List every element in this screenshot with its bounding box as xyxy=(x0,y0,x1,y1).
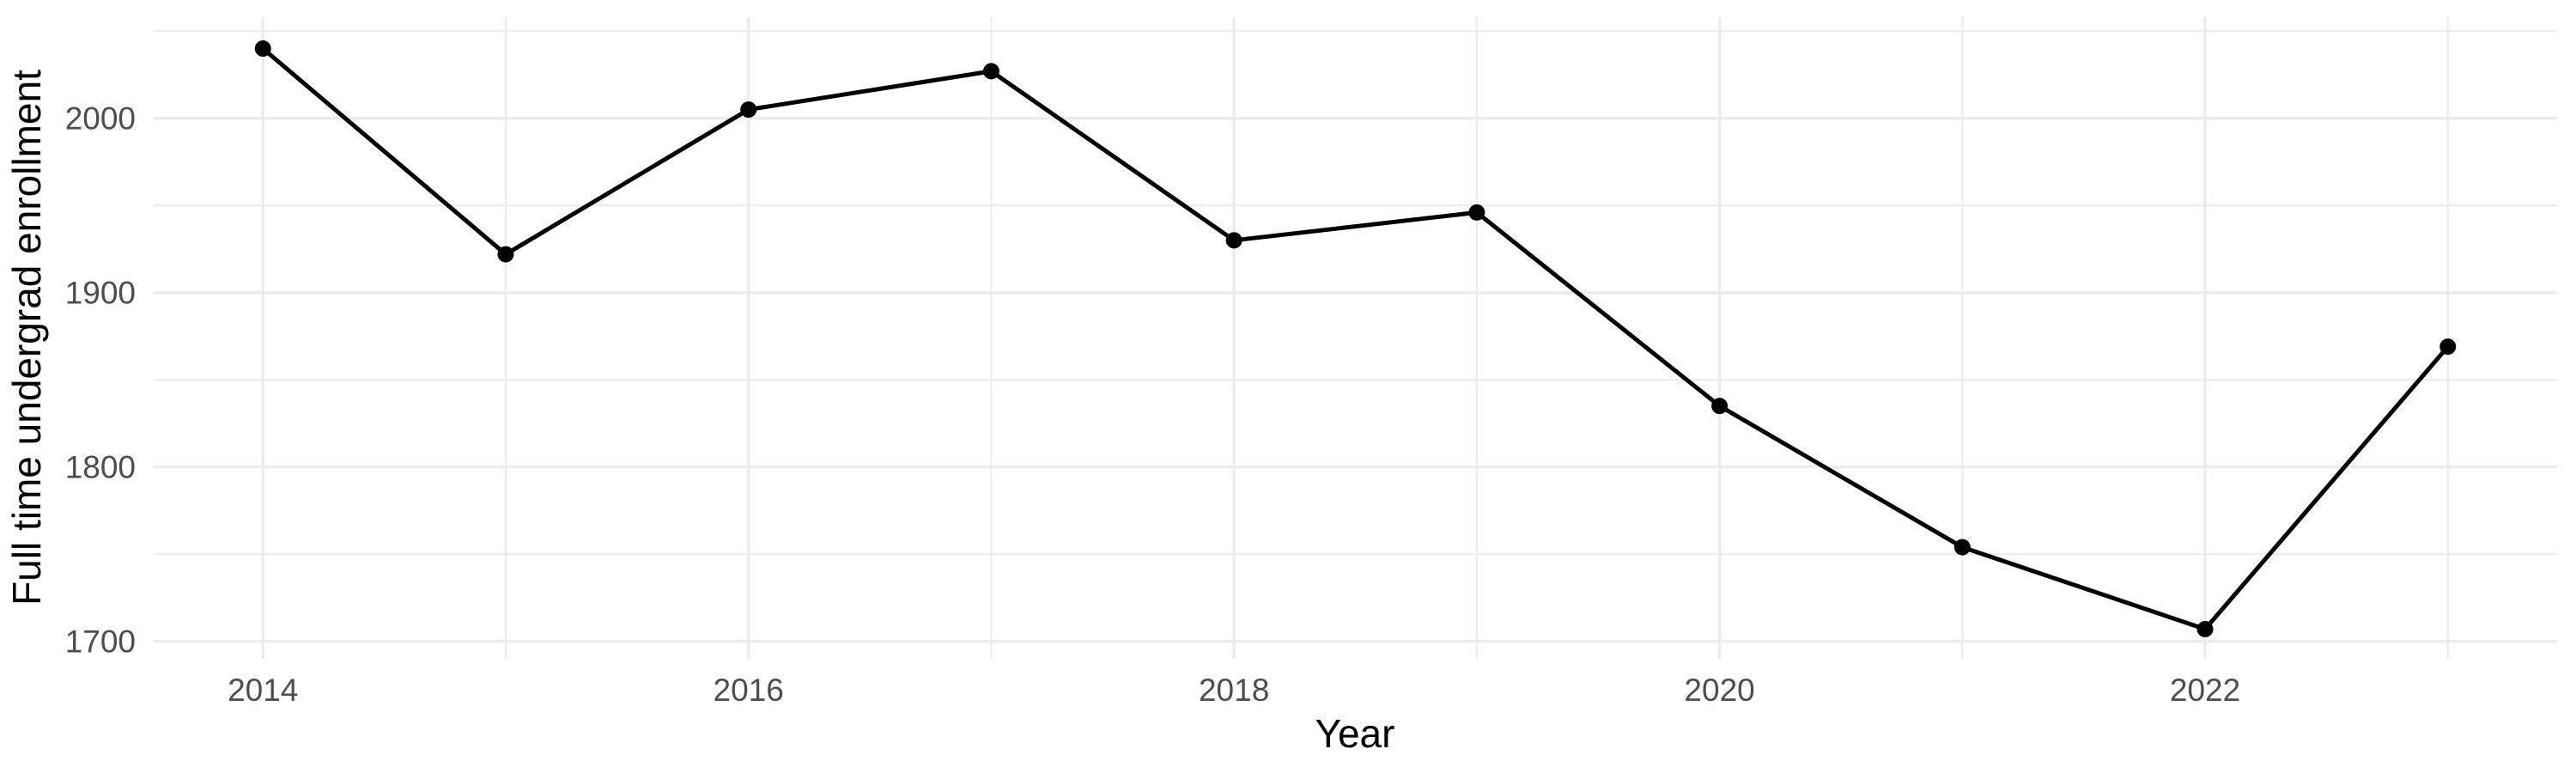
minor-gridlines xyxy=(154,17,2557,659)
x-tick-label: 2020 xyxy=(1684,673,1754,708)
data-point xyxy=(1953,539,1971,556)
x-tick-label: 2016 xyxy=(714,673,784,708)
trend-line xyxy=(261,46,2450,631)
data-point xyxy=(1225,232,1242,249)
data-point xyxy=(2196,620,2214,637)
y-tick-label: 1700 xyxy=(65,624,136,660)
x-tick-label: 2018 xyxy=(1199,673,1269,708)
data-point xyxy=(497,246,514,263)
axis-tick-labels: 1700 1800 1900 2000 2014 2016 2018 2020 2022 xyxy=(65,101,2241,708)
data-point xyxy=(740,101,757,119)
x-tick-label: 2022 xyxy=(2170,673,2240,708)
y-axis-title: Full time undergrad enrollment xyxy=(4,70,49,606)
major-gridlines xyxy=(154,17,2557,659)
data-point xyxy=(982,63,999,80)
x-tick-label: 2014 xyxy=(228,673,298,708)
y-tick-label: 2000 xyxy=(65,101,136,137)
series-layer xyxy=(254,40,2457,637)
data-point xyxy=(1468,204,1485,221)
data-point xyxy=(1711,398,1728,415)
y-tick-label: 1800 xyxy=(65,450,136,485)
data-point xyxy=(254,40,271,58)
data-point xyxy=(2439,338,2457,356)
y-tick-label: 1900 xyxy=(65,276,136,311)
x-axis-title: Year xyxy=(1315,711,1395,756)
